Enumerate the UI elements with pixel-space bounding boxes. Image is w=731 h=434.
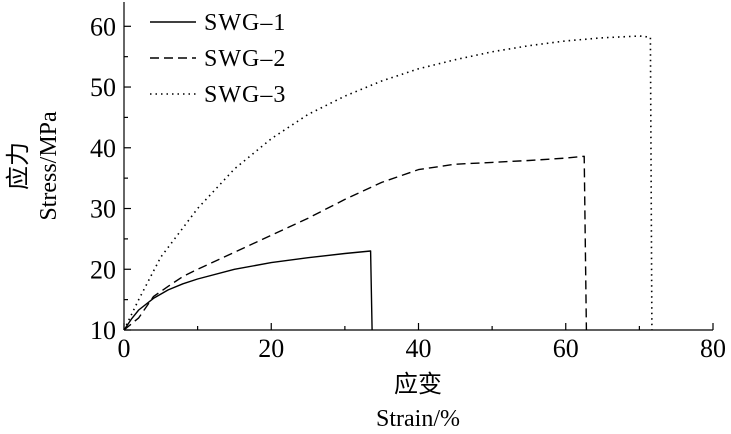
legend-label: SWG–2 [204,46,286,72]
y-tick-label: 10 [90,316,116,345]
y-tick-label: 40 [90,134,116,163]
y-tick-label: 60 [90,12,116,41]
x-tick-label: 40 [406,334,432,363]
x-tick-label: 20 [258,334,284,363]
legend: SWG–1 SWG–2 SWG–3 [150,10,286,108]
x-tick-label: 80 [700,334,726,363]
x-axis-label-cn: 应变 [394,370,442,398]
y-axis-label-en: Stress/MPa [36,111,62,221]
series-line-1 [123,250,373,331]
series-line-2 [123,155,588,331]
y-tick-label: 20 [90,255,116,284]
axes: 0 20 40 60 80 10 20 30 40 50 60 [90,2,726,363]
x-tick-label: 0 [118,334,131,363]
x-axis-label-en: Strain/% [376,406,460,432]
plot-area [123,35,653,331]
y-axis-label-cn: 应力 [4,142,32,190]
legend-label: SWG–3 [204,82,286,108]
y-tick-label: 50 [90,73,116,102]
x-tick-label: 60 [553,334,579,363]
legend-label: SWG–1 [204,10,286,36]
series-line-3 [123,35,653,331]
y-tick-label: 30 [90,195,116,224]
